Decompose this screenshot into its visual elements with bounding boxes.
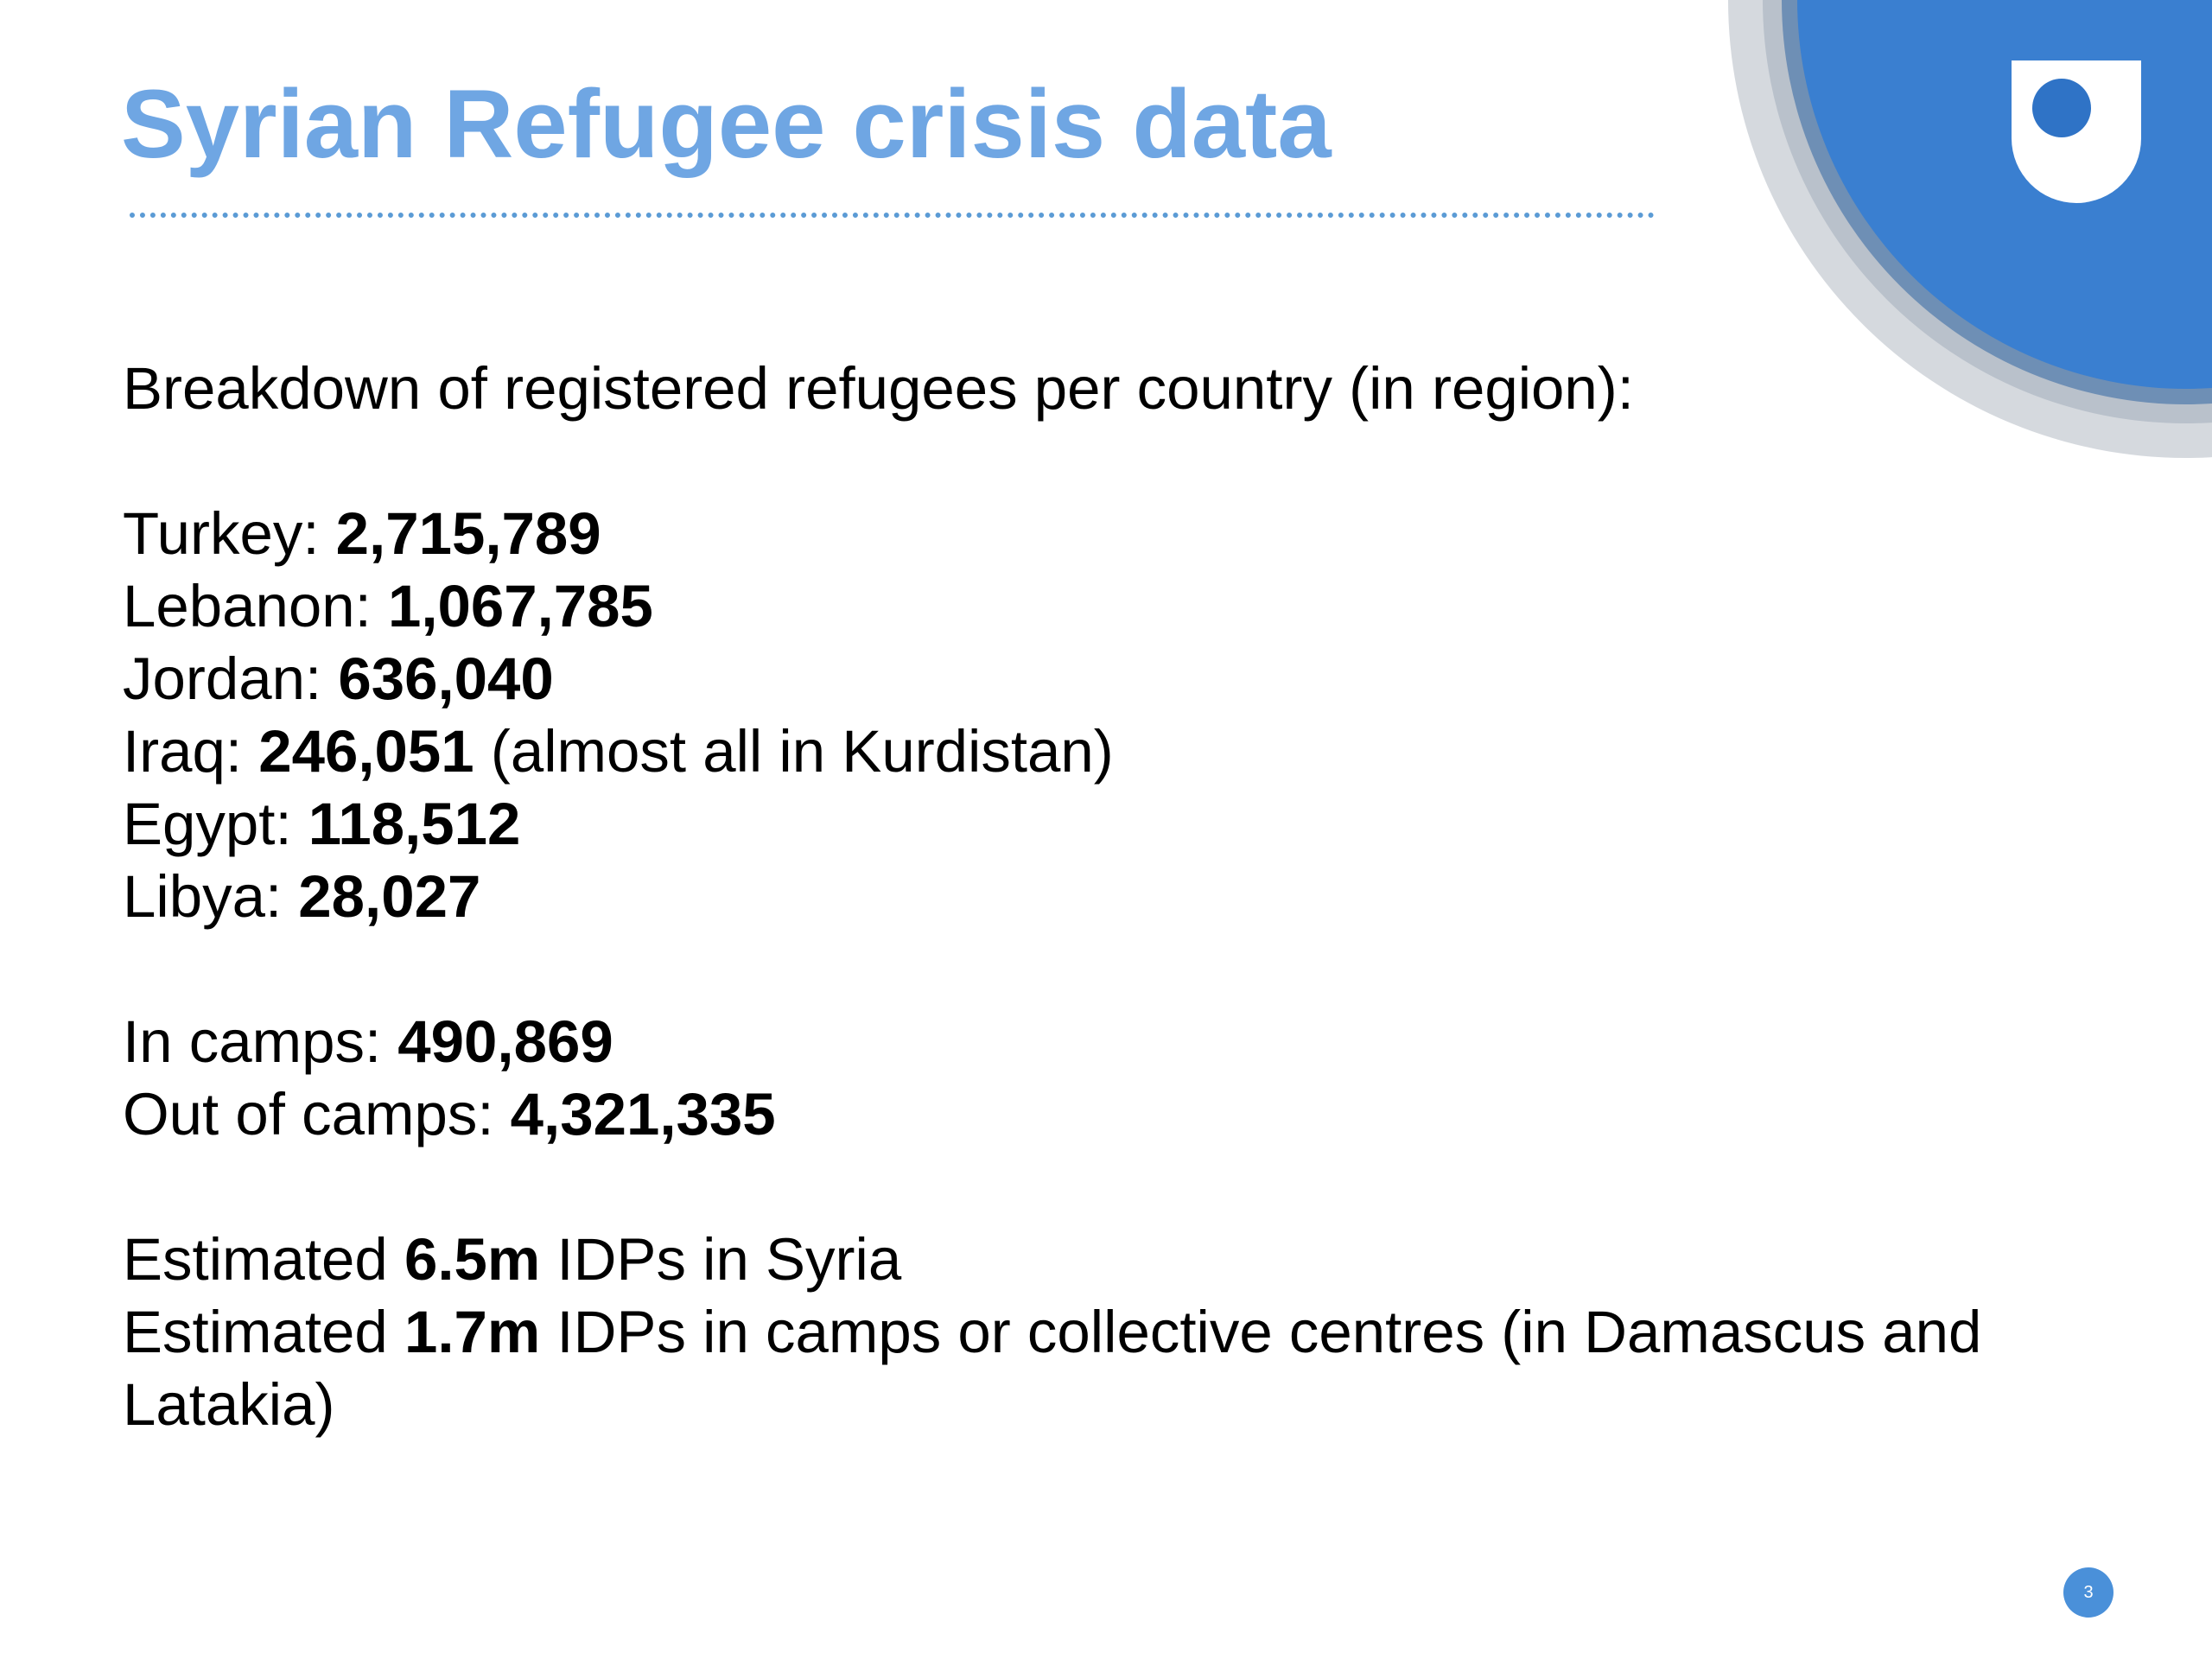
shield-icon [2012,60,2141,203]
country-note: (almost all in Kurdistan) [490,718,1114,785]
country-label: Iraq: [123,718,243,785]
camps-value: 4,321,335 [510,1081,776,1147]
idp-prefix: Estimated [123,1299,388,1365]
country-value: 1,067,785 [387,573,653,639]
spacer [123,425,2136,498]
idp-prefix: Estimated [123,1226,388,1293]
country-item-turkey: Turkey: 2,715,789 [123,498,2136,570]
idp-suffix: IDPs in Syria [556,1226,902,1293]
country-list: Turkey: 2,715,789 Lebanon: 1,067,785 Jor… [123,498,2136,933]
out-of-camps-item: Out of camps: 4,321,335 [123,1078,2136,1151]
country-value: 118,512 [308,791,521,857]
camps-value: 490,869 [397,1008,613,1075]
camps-label: In camps: [123,1008,382,1075]
country-label: Libya: [123,863,283,930]
idp-value: 1.7m [404,1299,541,1365]
camps-label: Out of camps: [123,1081,494,1147]
logo [1728,0,2212,458]
logo-blue-disc [1797,0,2212,389]
idp-list: Estimated 6.5m IDPs in Syria Estimated 1… [123,1224,2136,1441]
spacer [123,933,2136,1006]
open-university-logo-icon [1728,0,2212,458]
spacer [123,1151,2136,1224]
country-value: 246,051 [258,718,474,785]
country-item-libya: Libya: 28,027 [123,861,2136,933]
camps-list: In camps: 490,869 Out of camps: 4,321,33… [123,1006,2136,1151]
idp-value: 6.5m [404,1226,541,1293]
country-item-egypt: Egypt: 118,512 [123,788,2136,861]
country-value: 2,715,789 [335,500,601,567]
country-value: 636,040 [338,645,554,712]
country-label: Jordan: [123,645,322,712]
country-value: 28,027 [298,863,481,930]
country-item-iraq: Iraq: 246,051 (almost all in Kurdistan) [123,715,2136,788]
country-label: Turkey: [123,500,320,567]
idp-item-camps: Estimated 1.7m IDPs in camps or collecti… [123,1296,2136,1441]
idp-item-syria: Estimated 6.5m IDPs in Syria [123,1224,2136,1296]
page-number-badge: 3 [2063,1567,2113,1618]
idp-suffix: IDPs in camps or collective centres (in … [123,1299,1982,1438]
intro-text: Breakdown of registered refugees per cou… [123,355,1634,422]
country-item-lebanon: Lebanon: 1,067,785 [123,570,2136,643]
country-label: Lebanon: [123,573,372,639]
title-divider [130,213,1655,218]
country-label: Egypt: [123,791,292,857]
slide-body: Breakdown of registered refugees per cou… [123,353,2136,1441]
in-camps-item: In camps: 490,869 [123,1006,2136,1078]
country-item-jordan: Jordan: 636,040 [123,643,2136,715]
page-title: Syrian Refugee crisis data [121,70,1332,178]
